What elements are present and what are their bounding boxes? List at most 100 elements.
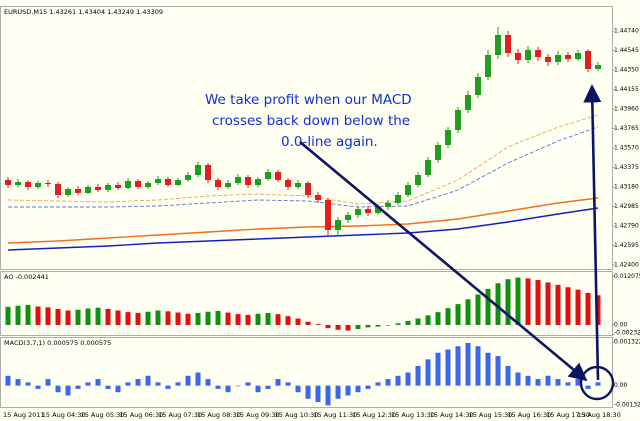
histogram-bar — [255, 313, 261, 325]
histogram-bar — [125, 312, 131, 325]
y-tick-label: 1.43765 — [614, 125, 639, 132]
histogram-bar — [35, 385, 41, 389]
histogram-bar — [45, 307, 51, 325]
annotation-line: We take profit when our MACD — [205, 92, 412, 108]
histogram-bar — [185, 313, 191, 325]
histogram-bar — [55, 308, 61, 325]
histogram-bar — [135, 379, 141, 386]
histogram-bar — [365, 324, 371, 328]
candle-body — [135, 181, 141, 187]
histogram-bar — [95, 307, 101, 325]
candle-body — [425, 160, 431, 175]
histogram-bar — [345, 385, 351, 396]
candle-body — [155, 179, 161, 183]
histogram-bar — [485, 352, 491, 386]
histogram-bar — [575, 289, 581, 325]
histogram-bar — [405, 372, 411, 386]
histogram-bar — [145, 311, 151, 325]
candle-body — [435, 145, 441, 160]
histogram-bar — [215, 385, 221, 389]
candle-body — [15, 182, 21, 185]
moving-average — [8, 126, 599, 208]
candle-body — [475, 77, 481, 95]
x-tick-label: 15 Aug 09:30 — [236, 411, 280, 419]
x-tick-label: 15 Aug 13:30 — [391, 411, 435, 419]
x-tick-label: 15 Aug 07:30 — [158, 411, 202, 419]
x-tick-label: 15 Aug 06:30 — [119, 411, 163, 419]
histogram-bar — [165, 311, 171, 325]
histogram-bar — [135, 312, 141, 325]
histogram-bar — [585, 385, 591, 389]
x-tick-label: 15 Aug 08:30 — [197, 411, 241, 419]
histogram-bar — [565, 382, 571, 386]
histogram-bar — [265, 385, 271, 389]
histogram-bar — [285, 316, 291, 325]
annotation: We take profit when our MACD crosses back… — [205, 92, 412, 150]
histogram-bar — [465, 299, 471, 325]
x-tick-label: 15 Aug 16:30 — [507, 411, 551, 419]
histogram-bar — [185, 375, 191, 386]
x-tick-label: 15 Aug 05:30 — [81, 411, 125, 419]
annotation-circle — [579, 365, 615, 401]
histogram-bar — [455, 304, 461, 325]
histogram-bar — [495, 283, 501, 325]
y-tick-label: 0.001322 — [614, 339, 640, 346]
y-tick-label: 0.00 — [614, 382, 628, 389]
candle-body — [545, 57, 551, 62]
histogram-bar — [355, 385, 361, 393]
histogram-bar — [205, 379, 211, 386]
histogram-bar — [555, 284, 561, 325]
histogram-bar — [45, 379, 51, 386]
y-tick-label: -0.00132 — [614, 402, 640, 409]
annotation-line: crosses back down below the — [212, 113, 410, 129]
histogram-bar — [15, 305, 21, 325]
y-tick-label: 1.42790 — [614, 223, 639, 230]
candle-body — [65, 189, 71, 195]
x-tick-label: 15 Aug 10:30 — [275, 411, 319, 419]
histogram-bar — [525, 375, 531, 386]
price-panel — [0, 6, 613, 270]
histogram-bar — [5, 375, 11, 386]
histogram-bar — [175, 382, 181, 386]
histogram-bar — [425, 315, 431, 325]
histogram-bar — [465, 342, 471, 386]
candle-body — [175, 180, 181, 185]
y-tick-label: 1.42400 — [614, 262, 639, 269]
panel-title: EURUSD,M15 1.43261 1.43404 1.43249 1.433… — [4, 8, 163, 16]
histogram-bar — [475, 346, 481, 386]
histogram-bar — [115, 310, 121, 325]
candle-body — [515, 53, 521, 60]
histogram-bar — [425, 359, 431, 386]
histogram-bar — [535, 379, 541, 386]
histogram-bar — [175, 312, 181, 325]
candle-body — [325, 200, 331, 230]
histogram-bar — [595, 382, 601, 386]
candle-body — [455, 110, 461, 130]
histogram-bar — [85, 382, 91, 386]
histogram-bar — [545, 375, 551, 386]
histogram-bar — [515, 372, 521, 386]
histogram-bar — [15, 379, 21, 386]
histogram-bar — [225, 385, 231, 393]
histogram-bar — [565, 287, 571, 325]
histogram-bar — [435, 312, 441, 325]
histogram-bar — [485, 288, 491, 325]
histogram-bar — [25, 382, 31, 386]
candle-body — [535, 50, 541, 57]
histogram-bar — [375, 324, 381, 327]
candle-body — [185, 175, 191, 180]
candle-body — [335, 220, 341, 230]
candle-body — [235, 177, 241, 183]
candle-body — [585, 51, 591, 69]
histogram-bar — [105, 385, 111, 389]
candle-body — [595, 65, 601, 69]
histogram-bar — [85, 308, 91, 325]
histogram-bar — [365, 385, 371, 389]
candle-body — [125, 181, 131, 188]
histogram-bar — [385, 324, 391, 326]
histogram-bar — [435, 352, 441, 386]
candle-body — [385, 203, 391, 207]
annotation-line: 0.0-line again. — [281, 134, 378, 150]
candle-body — [5, 180, 11, 185]
